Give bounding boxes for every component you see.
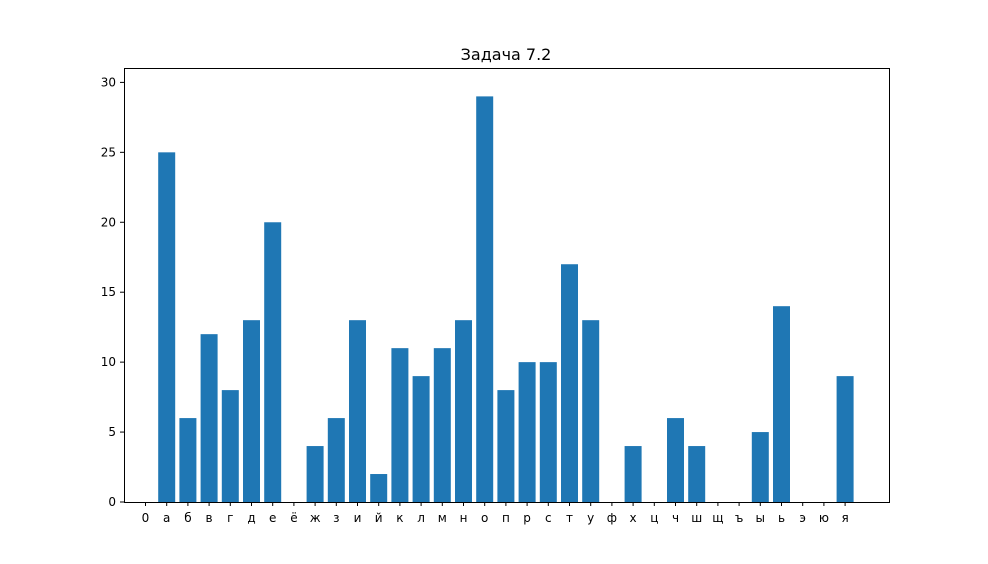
x-tick-label: с xyxy=(545,511,552,525)
x-tick-label: э xyxy=(799,511,806,525)
y-axis: 0 5 10 15 20 25 30 xyxy=(101,75,124,509)
x-tick-label: т xyxy=(566,511,573,525)
bar-д xyxy=(243,320,260,502)
bar-о xyxy=(476,96,494,503)
x-tick-label: й xyxy=(375,511,383,525)
x-tick-label: у xyxy=(587,511,594,525)
x-tick-label: и xyxy=(354,511,362,525)
x-tick-label: ф xyxy=(607,511,617,525)
x-tick-label: я xyxy=(841,511,848,525)
bar-м xyxy=(433,348,451,502)
x-tick-label: ъ xyxy=(735,511,743,525)
x-tick-label: ш xyxy=(691,511,702,525)
bar-я xyxy=(836,376,854,502)
x-tick-label: ж xyxy=(310,511,321,525)
chart-title: Задача 7.2 xyxy=(461,45,552,64)
x-tick-label: д xyxy=(247,511,255,525)
bar-в xyxy=(200,334,218,502)
y-tick-label: 10 xyxy=(101,355,116,369)
bar-а xyxy=(158,152,176,503)
bar-ь xyxy=(773,306,790,502)
bar-з xyxy=(327,418,345,502)
x-tick-label: г xyxy=(227,511,233,525)
bar-к xyxy=(391,348,409,502)
bar-ы xyxy=(751,432,769,502)
x-tick-label: р xyxy=(523,511,531,525)
bar-е xyxy=(264,222,282,502)
x-tick-label: 0 xyxy=(142,511,150,525)
x-tick-label: м xyxy=(438,511,447,525)
bar-л xyxy=(412,376,430,502)
x-tick-label: б xyxy=(184,511,191,525)
x-tick-label: н xyxy=(460,511,468,525)
plot-frame xyxy=(124,68,890,503)
bar-й xyxy=(370,474,388,502)
x-tick-label: х xyxy=(630,511,637,525)
x-tick-label: ь xyxy=(778,511,785,525)
x-tick-label: е xyxy=(269,511,276,525)
bars-group xyxy=(158,96,854,503)
bar-у xyxy=(582,320,600,502)
x-tick-label: з xyxy=(333,511,339,525)
bar-с xyxy=(539,362,557,502)
x-tick-label: щ xyxy=(712,511,723,525)
y-tick-label: 30 xyxy=(101,75,116,89)
bar-б xyxy=(179,418,197,502)
x-tick-label: к xyxy=(396,511,403,525)
bar-г xyxy=(221,390,239,502)
bar-ч xyxy=(667,418,684,502)
x-tick-label: ы xyxy=(756,511,765,525)
x-tick-label: ю xyxy=(819,511,829,525)
x-tick-label: л xyxy=(417,511,425,525)
bar-т xyxy=(561,264,578,502)
x-tick-label: в xyxy=(206,511,213,525)
x-tick-label: ц xyxy=(650,511,658,525)
bar-н xyxy=(455,320,472,502)
x-tick-label: п xyxy=(502,511,510,525)
y-tick-label: 0 xyxy=(108,495,116,509)
y-tick-label: 15 xyxy=(101,285,116,299)
bar-и xyxy=(349,320,366,502)
bar-р xyxy=(518,362,536,502)
bar-ж xyxy=(306,446,324,502)
x-tick-label: ч xyxy=(672,511,679,525)
x-tick-label: о xyxy=(481,511,488,525)
y-tick-label: 20 xyxy=(101,215,116,229)
bar-п xyxy=(497,390,515,502)
x-tick-label: ё xyxy=(290,511,297,525)
y-tick-label: 25 xyxy=(101,145,116,159)
x-tick-label: а xyxy=(163,511,170,525)
bar-х xyxy=(624,446,642,502)
bar-ш xyxy=(688,446,706,502)
y-tick-label: 5 xyxy=(108,425,116,439)
